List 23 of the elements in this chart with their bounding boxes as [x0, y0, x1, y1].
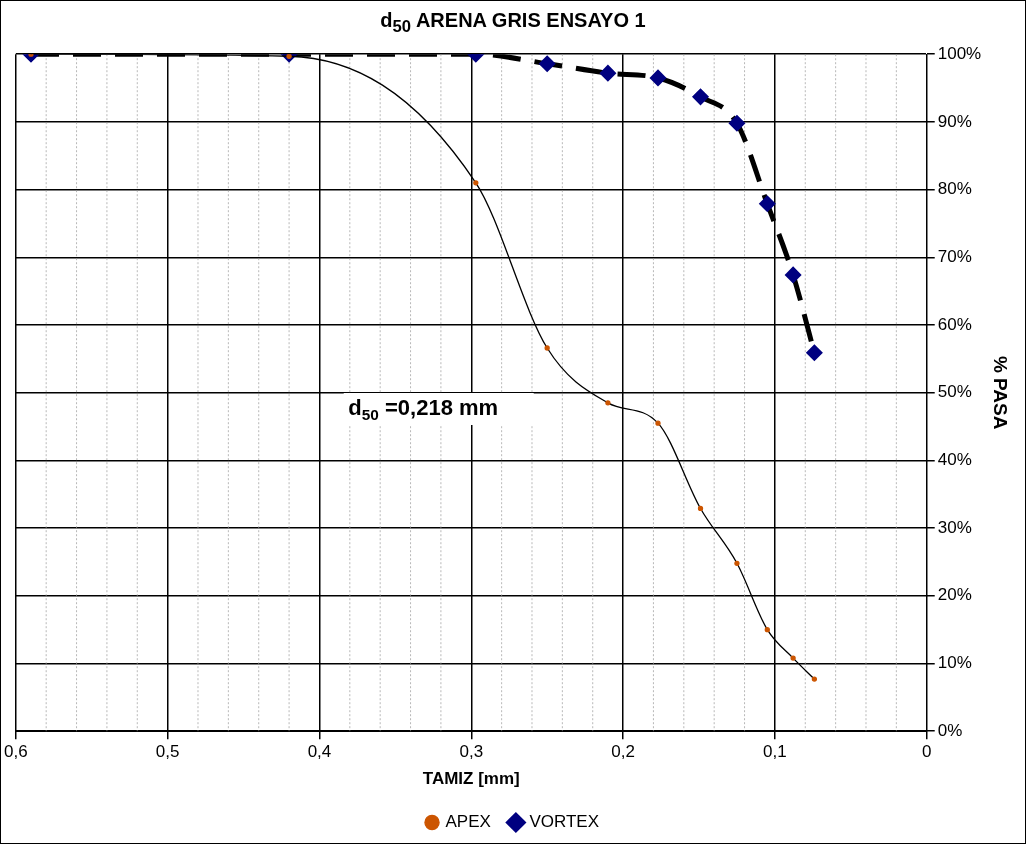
y-axis-title: % PASA [990, 355, 1012, 430]
y-tick-label: 90% [937, 111, 972, 131]
x-tick-label: 0,2 [611, 742, 635, 762]
y-tick-label: 10% [937, 653, 972, 673]
y-tick-label: 80% [937, 179, 972, 199]
legend-label: VORTEX [529, 812, 599, 832]
y-tick-label: 20% [937, 585, 972, 605]
y-tick-label: 70% [937, 246, 972, 266]
x-tick-label: 0,6 [4, 742, 28, 762]
legend-label: APEX [445, 812, 491, 832]
y-tick-label: 40% [937, 450, 972, 470]
x-tick-label: 0 [921, 742, 932, 762]
x-tick-label: 0,5 [155, 742, 180, 762]
x-tick-label: 0,4 [307, 742, 332, 762]
y-tick-label: 50% [937, 382, 972, 402]
y-tick-label: 100% [937, 43, 982, 63]
x-tick-label: 0,1 [763, 742, 787, 762]
y-tick-label: 60% [937, 314, 972, 334]
chart-title: d$_{50}$ ARENA GRIS ENSAYO 1 [379, 9, 647, 37]
y-tick-label: 0% [937, 720, 963, 740]
x-axis-title: TAMIZ [mm] [422, 769, 520, 789]
y-tick-label: 30% [937, 517, 972, 537]
x-tick-label: 0,3 [459, 742, 484, 762]
